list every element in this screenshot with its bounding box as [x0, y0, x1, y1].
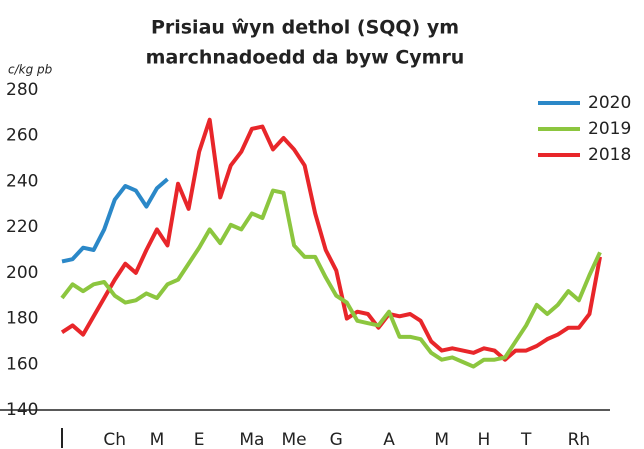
series-line — [61, 177, 169, 264]
y-tick-label: 280 — [6, 80, 38, 100]
x-tick-label: Rh — [568, 430, 591, 449]
legend-label: 2018 — [588, 145, 631, 165]
x-tick-label: H — [478, 430, 491, 449]
x-tick-label: M — [150, 430, 165, 449]
x-tick-label: A — [383, 430, 395, 449]
x-tick-label: Ch — [103, 430, 126, 449]
y-tick-label: 160 — [6, 354, 38, 374]
y-axis-label: c/kg pb — [8, 63, 53, 77]
y-tick-label: 200 — [6, 263, 38, 283]
series-line — [60, 188, 602, 369]
x-tick-label: G — [330, 430, 343, 449]
x-tick-label: Me — [282, 430, 307, 449]
legend-label: 2019 — [588, 119, 631, 139]
chart-title: marchnadoedd da byw Cymru — [146, 47, 465, 69]
x-tick-label: T — [520, 430, 532, 449]
x-tick-label: E — [194, 430, 205, 449]
y-tick-label: 260 — [6, 126, 38, 146]
series-line — [60, 117, 602, 362]
y-tick-label: 220 — [6, 217, 38, 237]
legend-label: 2020 — [588, 93, 631, 113]
x-tick-label: M — [434, 430, 449, 449]
y-tick-label: 240 — [6, 171, 38, 191]
x-tick-label: Ma — [239, 430, 264, 449]
x-tick-label: I — [59, 430, 64, 449]
chart-title: Prisiau ŵyn dethol (SQQ) ym — [151, 17, 459, 39]
y-tick-label: 180 — [6, 309, 38, 329]
